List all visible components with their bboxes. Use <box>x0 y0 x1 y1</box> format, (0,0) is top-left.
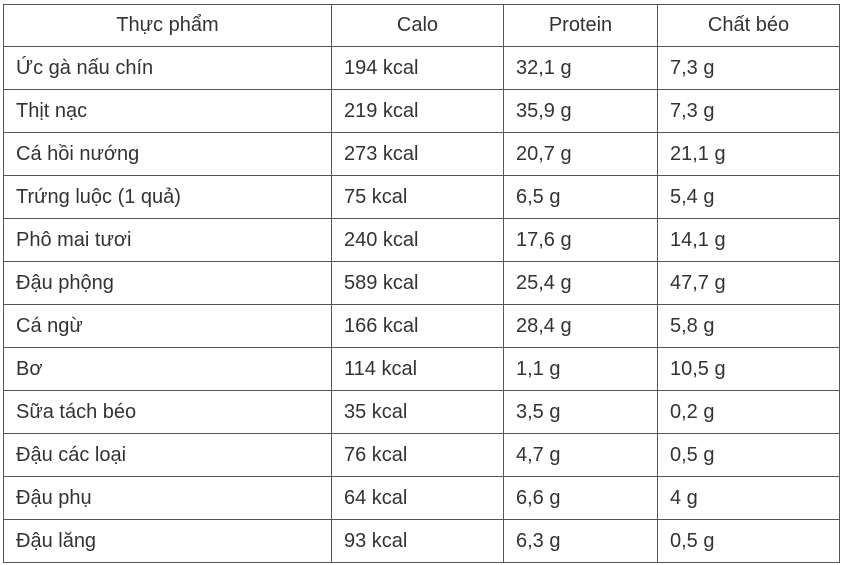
cell-fat: 0,5 g <box>657 519 840 563</box>
cell-fat: 7,3 g <box>657 46 840 90</box>
table-row: Đậu phộng 589 kcal 25,4 g 47,7 g <box>3 261 840 305</box>
table-row: Đậu lăng 93 kcal 6,3 g 0,5 g <box>3 519 840 563</box>
cell-food: Thịt nạc <box>3 89 332 133</box>
cell-fat: 4 g <box>657 476 840 520</box>
cell-food: Cá ngừ <box>3 304 332 348</box>
table-row: Sữa tách béo 35 kcal 3,5 g 0,2 g <box>3 390 840 434</box>
cell-calories: 589 kcal <box>331 261 504 305</box>
cell-food: Đậu phộng <box>3 261 332 305</box>
cell-protein: 25,4 g <box>503 261 658 305</box>
table-row: Ức gà nấu chín 194 kcal 32,1 g 7,3 g <box>3 46 840 90</box>
table-header: Thực phẩm Calo Protein Chất béo <box>3 4 840 47</box>
cell-fat: 0,2 g <box>657 390 840 434</box>
table-row: Đậu các loại 76 kcal 4,7 g 0,5 g <box>3 433 840 477</box>
cell-food: Phô mai tươi <box>3 218 332 262</box>
cell-calories: 35 kcal <box>331 390 504 434</box>
header-calories: Calo <box>331 4 504 47</box>
table-body: Ức gà nấu chín 194 kcal 32,1 g 7,3 g Thịt nạ… <box>3 46 840 563</box>
header-row: Thực phẩm Calo Protein Chất béo <box>3 4 840 47</box>
cell-calories: 76 kcal <box>331 433 504 477</box>
table-row: Phô mai tươi 240 kcal 17,6 g 14,1 g <box>3 218 840 262</box>
table-row: Cá hồi nướng 273 kcal 20,7 g 21,1 g <box>3 132 840 176</box>
cell-calories: 93 kcal <box>331 519 504 563</box>
cell-calories: 194 kcal <box>331 46 504 90</box>
table-row: Thịt nạc 219 kcal 35,9 g 7,3 g <box>3 89 840 133</box>
cell-fat: 47,7 g <box>657 261 840 305</box>
cell-food: Cá hồi nướng <box>3 132 332 176</box>
header-food: Thực phẩm <box>3 4 332 47</box>
cell-protein: 1,1 g <box>503 347 658 391</box>
cell-protein: 6,6 g <box>503 476 658 520</box>
cell-protein: 6,3 g <box>503 519 658 563</box>
cell-protein: 3,5 g <box>503 390 658 434</box>
cell-protein: 32,1 g <box>503 46 658 90</box>
cell-calories: 166 kcal <box>331 304 504 348</box>
cell-fat: 14,1 g <box>657 218 840 262</box>
cell-fat: 0,5 g <box>657 433 840 477</box>
cell-protein: 35,9 g <box>503 89 658 133</box>
nutrition-table: Thực phẩm Calo Protein Chất béo Ức gà nấ… <box>3 4 840 563</box>
cell-food: Bơ <box>3 347 332 391</box>
cell-food: Đậu lăng <box>3 519 332 563</box>
table-row: Cá ngừ 166 kcal 28,4 g 5,8 g <box>3 304 840 348</box>
cell-calories: 240 kcal <box>331 218 504 262</box>
cell-food: Trứng luộc (1 quả) <box>3 175 332 219</box>
cell-calories: 219 kcal <box>331 89 504 133</box>
cell-food: Đậu các loại <box>3 433 332 477</box>
cell-calories: 273 kcal <box>331 132 504 176</box>
cell-fat: 10,5 g <box>657 347 840 391</box>
cell-fat: 21,1 g <box>657 132 840 176</box>
cell-calories: 75 kcal <box>331 175 504 219</box>
cell-calories: 64 kcal <box>331 476 504 520</box>
cell-fat: 7,3 g <box>657 89 840 133</box>
header-fat: Chất béo <box>657 4 840 47</box>
cell-protein: 20,7 g <box>503 132 658 176</box>
cell-protein: 6,5 g <box>503 175 658 219</box>
cell-food: Ức gà nấu chín <box>3 46 332 90</box>
table-row: Trứng luộc (1 quả) 75 kcal 6,5 g 5,4 g <box>3 175 840 219</box>
header-protein: Protein <box>503 4 658 47</box>
cell-protein: 4,7 g <box>503 433 658 477</box>
cell-protein: 17,6 g <box>503 218 658 262</box>
table-row: Bơ 114 kcal 1,1 g 10,5 g <box>3 347 840 391</box>
cell-calories: 114 kcal <box>331 347 504 391</box>
cell-fat: 5,4 g <box>657 175 840 219</box>
cell-fat: 5,8 g <box>657 304 840 348</box>
cell-food: Sữa tách béo <box>3 390 332 434</box>
cell-protein: 28,4 g <box>503 304 658 348</box>
cell-food: Đậu phụ <box>3 476 332 520</box>
